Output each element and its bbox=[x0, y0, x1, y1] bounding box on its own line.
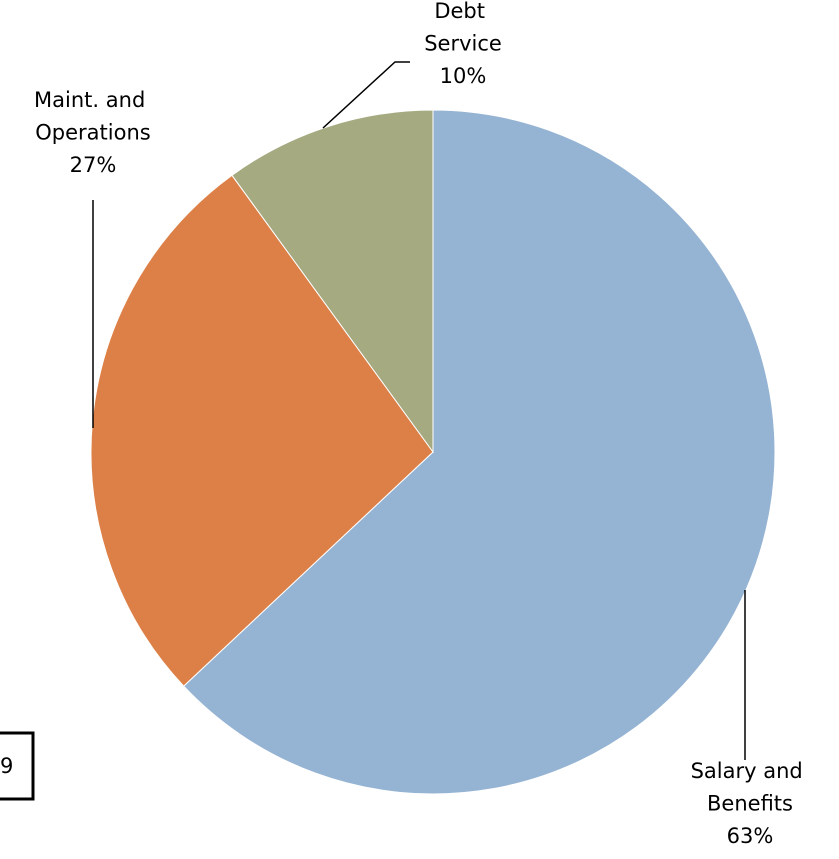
pie-slice bbox=[182, 109, 776, 795]
leader-line bbox=[322, 61, 410, 129]
label-line: Maint. and bbox=[34, 88, 152, 112]
page-number-box bbox=[0, 731, 35, 801]
pie-slice bbox=[231, 109, 434, 454]
category-label: Salary and Benefits bbox=[691, 759, 810, 816]
category-label: Maint. and Operations bbox=[34, 88, 152, 145]
page-number: 9 bbox=[0, 754, 13, 778]
value-label: 10% bbox=[440, 64, 487, 88]
value-label: 63% bbox=[727, 824, 774, 848]
label-line: Operations bbox=[35, 121, 150, 145]
label-line: Benefits bbox=[707, 792, 793, 816]
category-label: Debt Service bbox=[424, 0, 502, 56]
label-line: Salary and bbox=[691, 759, 810, 783]
label-line: Service bbox=[424, 32, 502, 56]
value-label: 27% bbox=[70, 153, 117, 177]
label-line: Debt bbox=[434, 0, 491, 23]
